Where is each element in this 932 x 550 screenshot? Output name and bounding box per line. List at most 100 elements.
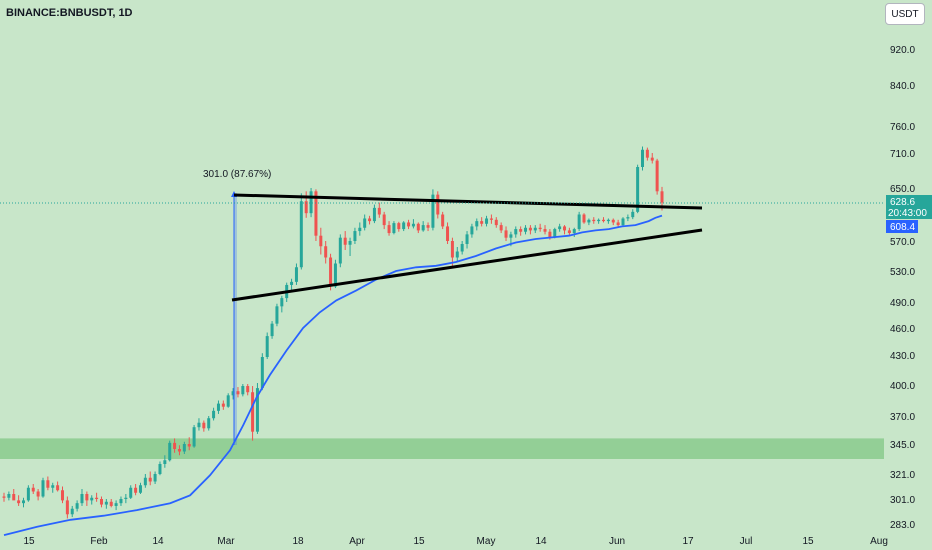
candle-body <box>21 500 25 504</box>
candle-body <box>655 160 659 192</box>
y-tick-label: 301.0 <box>890 495 915 506</box>
candle-body <box>436 194 440 215</box>
candle-body <box>187 444 191 447</box>
candle-body <box>411 223 415 227</box>
candle-body <box>260 357 264 389</box>
candle-body <box>31 487 35 492</box>
candle-body <box>90 497 94 501</box>
candle-body <box>80 494 84 504</box>
x-tick-label: Mar <box>217 536 235 547</box>
candle-body <box>197 422 201 428</box>
measure-label: 301.0 (87.67%) <box>203 169 271 180</box>
ma-price-value: 608.4 <box>890 222 915 233</box>
candle-body <box>7 494 11 498</box>
y-tick-label: 460.0 <box>890 324 915 335</box>
candle-body <box>416 223 420 231</box>
candle-body <box>17 500 21 504</box>
candle-body <box>299 201 303 268</box>
y-tick-label: 283.0 <box>890 520 915 531</box>
candle-body <box>275 306 279 324</box>
candle-body <box>348 241 352 245</box>
candle-body <box>338 237 342 264</box>
candle-body <box>645 149 649 158</box>
price-axis-bg <box>884 0 932 550</box>
candle-body <box>470 226 474 235</box>
x-tick-label: May <box>477 536 496 547</box>
candle-body <box>563 226 567 231</box>
y-tick-label: 920.0 <box>890 45 915 56</box>
candle-body <box>572 229 576 234</box>
measure-box <box>234 193 237 445</box>
candle-body <box>641 149 645 167</box>
candle-body <box>514 229 518 235</box>
triangle-upper-trendline[interactable] <box>233 193 703 210</box>
candle-body <box>358 227 362 232</box>
candle-body <box>314 191 318 236</box>
candle-body <box>114 503 118 506</box>
candle-body <box>382 214 386 226</box>
candle-body <box>192 427 196 447</box>
candle-body <box>343 237 347 245</box>
triangle-lower-trendline[interactable] <box>231 228 703 302</box>
candle-body <box>455 251 459 258</box>
candle-body <box>353 231 357 241</box>
candle-body <box>509 234 513 238</box>
candle-body <box>212 410 216 419</box>
candle-body <box>36 491 40 497</box>
candle-body <box>124 497 128 499</box>
candle-body <box>129 487 133 498</box>
candle-body <box>582 214 586 223</box>
moving-average-line[interactable] <box>3 214 663 536</box>
price-axis[interactable]: 920.0 840.0 760.0 710.0 650.0 570.0 530.0 490.0… <box>884 0 932 550</box>
candle-body <box>270 323 274 337</box>
candle-body <box>60 490 64 501</box>
candle-body <box>226 395 230 407</box>
candle-body <box>660 191 664 203</box>
candle-body <box>265 336 269 357</box>
last-price-label: 628.6 20:43:00 <box>886 195 932 219</box>
candle-body <box>450 241 454 258</box>
candle-body <box>12 494 16 501</box>
candle-body <box>26 487 30 501</box>
y-tick-label: 430.0 <box>890 351 915 362</box>
candle-body <box>475 221 479 227</box>
candle-body <box>485 218 489 224</box>
candle-body <box>441 214 445 227</box>
candle-body <box>70 508 74 515</box>
candle-body <box>207 418 211 429</box>
candle-body <box>616 222 620 226</box>
candle-body <box>95 497 99 499</box>
candle-body <box>119 499 123 504</box>
support-zone[interactable] <box>0 438 884 459</box>
x-tick-label: Jun <box>609 536 625 547</box>
candle-body <box>567 230 571 234</box>
candle-body <box>528 227 532 231</box>
candle-body <box>153 474 157 482</box>
y-tick-label: 345.0 <box>890 440 915 451</box>
candle-body <box>41 480 45 497</box>
y-tick-label: 840.0 <box>890 81 915 92</box>
candle-body <box>426 225 430 228</box>
x-tick-label: Jul <box>740 536 753 547</box>
y-tick-label: 321.0 <box>890 470 915 481</box>
candle-body <box>548 231 552 238</box>
x-tick-label: Feb <box>90 536 108 547</box>
candle-body <box>577 214 581 230</box>
candle-body <box>602 219 606 222</box>
candle-body <box>329 257 333 287</box>
candle-body <box>538 227 542 230</box>
candle-body <box>543 229 547 232</box>
time-axis[interactable]: 15 Feb 14 Mar 18 Apr 15 May 14 Jun 17 Jul 15 Aug <box>23 536 887 547</box>
candle-body <box>372 207 376 222</box>
candle-body <box>407 222 411 227</box>
candle-body <box>304 201 308 214</box>
candle-body <box>56 485 60 491</box>
candle-body <box>324 246 328 258</box>
candle-body <box>553 229 557 238</box>
y-tick-label: 490.0 <box>890 298 915 309</box>
currency-button[interactable]: USDT <box>885 3 925 25</box>
candle-body <box>216 403 220 411</box>
x-tick-label: Aug <box>870 536 888 547</box>
candle-body <box>519 229 523 232</box>
